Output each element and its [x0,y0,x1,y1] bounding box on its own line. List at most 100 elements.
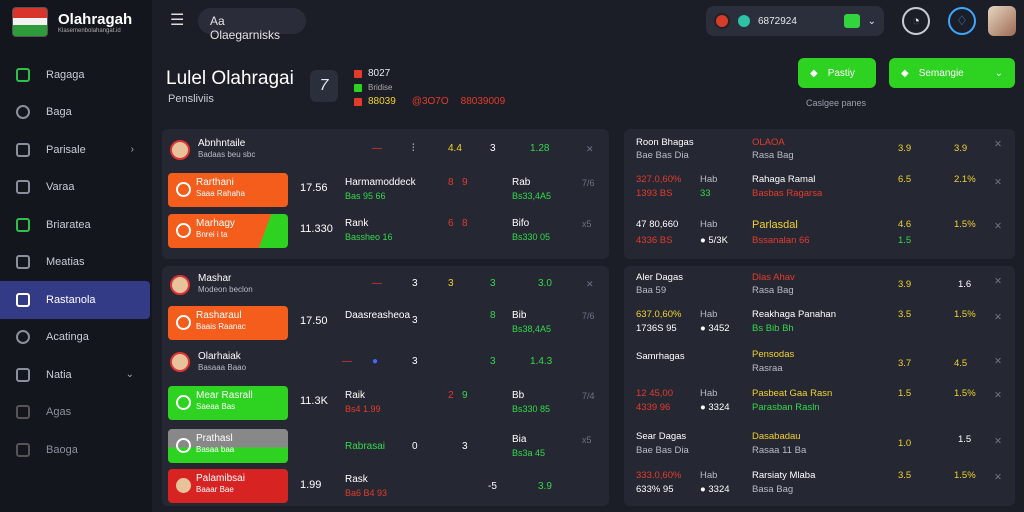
sidebar-item-rastanola[interactable]: Rastanola [0,281,150,319]
sidebar-item-label: Agas [46,406,72,419]
bell-icon[interactable]: ♢ [948,7,976,35]
team-avatar [170,352,190,372]
table-row[interactable]: 333.0,60% 633% 95 Hab ● 3324 Rarsiaty Ml… [636,470,1002,495]
topbar: ☰ Aa Olaegarnisks 6872924 ⌄ ◔ ♢ [152,0,1024,44]
sidebar-item-label: Baoga [46,443,78,456]
page-title: Lulel Olahragai [166,68,294,89]
table-row[interactable]: Rasharaul Baais Raanac 17.50 Daasreasheo… [162,305,609,341]
hamburger-menu-icon[interactable]: ☰ [170,12,185,29]
app-logo[interactable]: Olahragah Klasemenbolahangat.id [12,7,132,37]
close-icon[interactable]: ✕ [586,144,594,154]
flag-icon [12,7,48,37]
match-panel-2: Mashar Modeon beclon — 3 3 3 3.0 ✕ Rasha… [162,266,609,506]
sidebar-item-label: Ragaga [46,68,85,81]
table-row[interactable]: Abnhntaile Badaas beu sbc — ⫶ 4.4 3 1.28… [162,135,609,165]
sidebar-item-agas[interactable]: Agas [0,394,152,432]
legend-item: Bridise [354,81,505,95]
table-row[interactable]: Mashar Modeon beclon — 3 3 3 3.0 ✕ [162,270,609,300]
close-icon[interactable]: ✕ [994,312,1002,323]
match-panel-1: Abnhntaile Badaas beu sbc — ⫶ 4.4 3 1.28… [162,129,609,259]
tag-icon: ◆ [901,67,909,79]
close-icon[interactable]: ✕ [994,221,1002,232]
close-icon[interactable]: ✕ [994,356,1002,367]
sidebar-item-briaratea[interactable]: Briaratea [0,206,152,244]
sidebar-item-ragaga[interactable]: Ragaga [0,56,152,94]
sidebar-item-label: Rastanola [46,293,96,306]
user-icon [16,367,30,382]
doc-icon [16,405,30,420]
close-icon[interactable]: ✕ [586,279,594,289]
legend-swatch [354,98,362,106]
team-avatar [170,275,190,295]
table-row[interactable]: Palamibsai Baaar Bae 1.99 Rask Ba6 B4 93… [162,469,609,503]
page-subtitle: Pensliviis [168,93,214,105]
table-row[interactable]: Marhagy Bnrei i ta 11.330 Rank Bassheo 1… [162,213,609,249]
table-row[interactable]: Olarhaiak Basaaa Baao — ● 3 3 1.4.3 [162,346,609,382]
sidebar-item-acatinga[interactable]: Acatinga [0,319,152,357]
table-row[interactable]: 47 80,660 4336 BS Hab ● 5/3K Parlasdal B… [636,219,1002,246]
close-icon[interactable]: ✕ [994,436,1002,447]
sidebar-item-parisale[interactable]: Parisale › [0,131,152,169]
search-input[interactable]: Aa Olaegarnisks [198,8,306,42]
legend-swatch [354,70,362,78]
legend-item: 8027 [354,67,505,81]
table-row[interactable]: Mear Rasrall Saeaa Bas 11.3K Raik Bs4 1.… [162,385,609,421]
table-row[interactable]: Rarthani Saaa Rahaha 17.56 Harmamoddeck … [162,172,609,208]
sidebar-item-varaa[interactable]: Varaa [0,169,152,207]
send-icon [16,142,30,157]
legend: 8027 Bridise 88039 @3O7O 88039009 [354,67,505,109]
sidebar-item-natia[interactable]: Natia ⌄ [0,356,152,394]
check-icon [176,395,191,410]
team-pill[interactable]: Mear Rasrall Saeaa Bas [168,386,288,420]
tag-icon: ◆ [810,67,818,79]
search-icon [16,105,30,120]
check-icon [176,223,191,238]
sidebar-item-baga[interactable]: Baga [0,94,152,132]
table-row[interactable]: 637.0,60% 1736S 95 Hab ● 3452 Reakhaga P… [636,309,1002,334]
app-title: Olahragah [58,10,133,28]
account-balance[interactable]: 6872924 ⌄ [706,6,884,36]
pin-icon: ⫶ [412,143,415,154]
team-pill[interactable]: Palamibsai Baaar Bae [168,469,288,503]
calendar-icon [16,180,30,195]
table-row[interactable]: Roon Bhagas Bae Bas Dia OLAOA Rasa Bag 3… [636,137,1002,161]
team-pill[interactable]: Rasharaul Baais Raanac [168,306,288,340]
team-pill[interactable]: Marhagy Bnrei i ta [168,214,288,248]
check-icon [176,315,191,330]
bag-icon [16,255,30,270]
avatar[interactable] [988,6,1016,36]
wallet-icon[interactable] [843,14,860,28]
table-row[interactable]: Sear Dagas Bae Bas Dia Dasabadau Rasaa 1… [636,431,1002,456]
table-row[interactable]: Samrhagas Pensodas Rasraa 3.7 4.5 ✕ [636,349,1002,374]
balance-value: 6872924 [758,15,797,27]
semangie-button[interactable]: ◆ Semangie ⌄ [889,58,1015,88]
sidebar-item-label: Baga [46,106,72,119]
team-pill[interactable]: Rarthani Saaa Rahaha [168,173,288,207]
close-icon[interactable]: ✕ [994,139,1002,150]
table-row[interactable]: Prathasl Basaa baa Rabrasai 0 3 Bia Bs3a… [162,429,609,463]
list-icon [16,292,30,307]
close-icon[interactable]: ✕ [994,276,1002,287]
chart-icon [16,67,30,82]
compare-link[interactable]: Caslgee panes [806,98,867,108]
close-icon[interactable]: ✕ [994,177,1002,188]
close-icon[interactable]: ✕ [994,472,1002,483]
table-row[interactable]: Aler Dagas Baa 59 Dlas Ahav Rasa Bag 3.9… [636,272,1002,296]
table-row[interactable]: 327.0,60% 1393 BS Hab 33 Rahaga Ramal Ba… [636,174,1002,199]
sidebar-item-label: Briaratea [46,218,91,231]
check-icon [176,438,191,453]
pastiy-button[interactable]: ◆ Pastiy [798,58,876,88]
close-icon[interactable]: ✕ [994,390,1002,401]
table-row[interactable]: 12 45,00 4339 96 Hab ● 3324 Pasbeat Gaa … [636,388,1002,413]
sidebar-item-meatias[interactable]: Meatias [0,244,152,282]
legend-item: 88039 @3O7O 88039009 [354,95,505,109]
team-avatar [176,478,191,493]
gear-icon [16,330,30,345]
sidebar-item-baoga[interactable]: Baoga [0,431,152,469]
chevron-down-icon[interactable]: ⌄ [867,15,876,27]
clock-icon[interactable]: ◔ [902,7,930,35]
sidebar-item-label: Varaa [46,181,75,194]
team-avatar [170,140,190,160]
team-pill[interactable]: Prathasl Basaa baa [168,429,288,463]
sidebar-item-label: Parisale [46,143,86,156]
